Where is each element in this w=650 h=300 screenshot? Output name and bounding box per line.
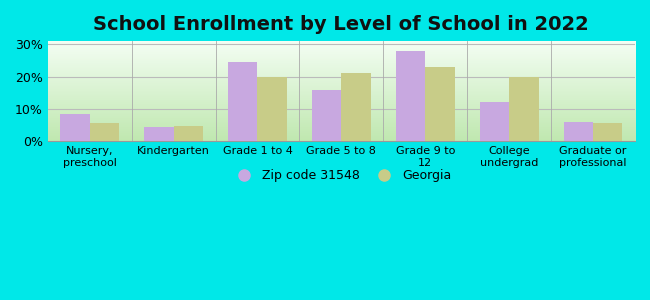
Bar [341,74,370,141]
Bar [228,62,257,141]
Bar [509,76,538,141]
Bar [564,122,593,141]
Bar [144,127,174,141]
Bar [257,76,287,141]
Legend: Zip code 31548, Georgia: Zip code 31548, Georgia [227,164,456,187]
Bar [90,123,119,141]
Bar [174,126,203,141]
Bar [60,114,90,141]
Bar [425,67,454,141]
Title: School Enrollment by Level of School in 2022: School Enrollment by Level of School in … [94,15,590,34]
Bar [396,51,425,141]
Bar [312,89,341,141]
Bar [593,123,623,141]
Bar [480,102,509,141]
